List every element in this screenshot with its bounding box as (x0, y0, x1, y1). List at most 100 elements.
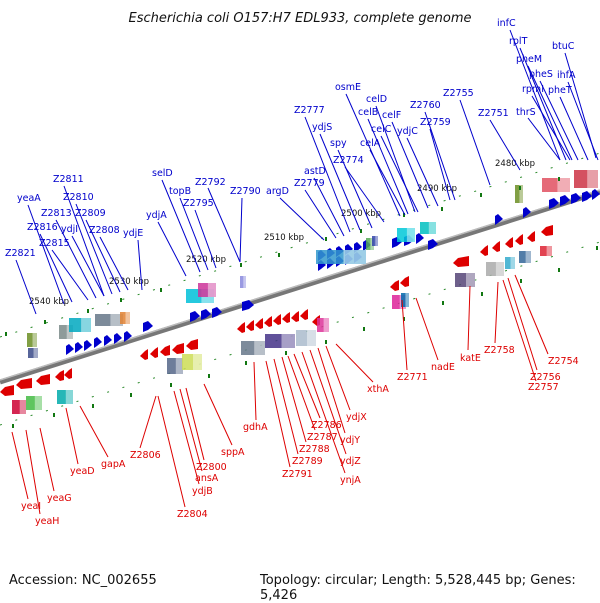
scale-label: 2540 kbp (29, 297, 69, 307)
scale-tick (5, 332, 7, 336)
forward-gene-label: topB (169, 186, 191, 197)
forward-gene-label: ydjC (397, 126, 418, 137)
label-layer: 2480 kbp 2490 kbp 2500 kbp 2510 kbp 2520 kbp… (5, 18, 599, 527)
scale-tick (480, 193, 482, 197)
reverse-gene-arrow (480, 245, 488, 256)
reverse-leader-line (25, 429, 41, 515)
feature-box (265, 334, 295, 348)
forward-gene-label: Z2759 (420, 117, 451, 128)
reverse-leader-line (507, 277, 538, 371)
reverse-gene-arrow (527, 231, 535, 242)
forward-leader-line (344, 166, 385, 223)
forward-gene-label: pheM (516, 54, 542, 65)
reverse-gene-arrow (172, 343, 184, 354)
reverse-gene-label: Z2786 (311, 420, 342, 431)
reverse-gene-arrow (140, 349, 148, 360)
forward-leader-line (429, 128, 451, 201)
reverse-gene-arrow (453, 256, 469, 267)
feature-box-shade (254, 341, 265, 355)
feature-box (366, 238, 374, 250)
scale-tick (240, 263, 242, 267)
forward-gene-label: osmE (335, 82, 361, 93)
reverse-gene-arrow (291, 311, 299, 322)
scale-tick (87, 309, 89, 313)
feature-box (519, 251, 531, 263)
reverse-gene-arrow (64, 368, 72, 379)
feature-box (182, 354, 202, 370)
reverse-gene-arrow (150, 347, 158, 358)
feature-box-shade (307, 330, 316, 346)
reverse-leader-line (253, 361, 257, 421)
reverse-leader-line (309, 349, 347, 455)
scale-tick (278, 253, 280, 257)
reverse-gene-arrow (390, 280, 399, 291)
forward-leader-line (279, 197, 325, 241)
feature-box-shade (33, 348, 38, 358)
forward-gene-arrow (75, 342, 83, 353)
scale-tick (360, 229, 362, 233)
genome-backbone-highlight (0, 189, 600, 381)
reverse-gene-label: yeaD (70, 466, 95, 477)
scale-tick (403, 213, 405, 217)
forward-gene-label: Z2795 (183, 198, 214, 209)
forward-gene-arrow (143, 321, 153, 332)
forward-leader-line (39, 233, 73, 303)
forward-leader-line (157, 221, 187, 277)
feature-box-shade (519, 185, 523, 203)
reverse-gene-arrow (16, 378, 32, 389)
forward-leader-line (304, 189, 337, 239)
scale-tick (558, 268, 560, 272)
feature-box-shade (243, 276, 246, 288)
forward-gene-arrow (242, 300, 254, 311)
feature-box (486, 262, 504, 276)
forward-leader-line (527, 117, 561, 161)
feature-box (167, 358, 183, 374)
forward-gene-arrow (428, 239, 438, 250)
forward-gene-arrow (94, 337, 102, 348)
reverse-gene-label: Z2758 (484, 345, 515, 356)
reverse-leader-line (287, 355, 316, 431)
reverse-leader-line (335, 343, 374, 383)
reverse-gene-arrow (515, 234, 523, 245)
feature-box (574, 170, 598, 188)
scale-tick (53, 413, 55, 417)
feature-layer (0, 170, 600, 428)
scale-label: 2490 kbp (417, 184, 457, 194)
forward-gene-label: Z2777 (294, 105, 325, 116)
scale-tick (519, 186, 521, 190)
scale-tick (558, 177, 560, 181)
forward-leader-line (391, 121, 429, 209)
forward-leader-line (55, 219, 97, 299)
scale-tick (44, 320, 46, 324)
feature-box-shade (466, 273, 475, 287)
forward-leader-line (459, 99, 491, 186)
forward-gene-label: Z2811 (53, 174, 84, 185)
reverse-gene-arrow (273, 314, 281, 325)
reverse-leader-line (157, 395, 186, 508)
reverse-gene-arrow (505, 237, 513, 248)
forward-gene-arrow (592, 189, 600, 200)
forward-gene-label: btuC (552, 41, 575, 52)
forward-gene-label: celF (382, 110, 401, 121)
scale-tick (285, 351, 287, 355)
reverse-gene-label: Z2800 (196, 462, 227, 473)
forward-gene-arrow (190, 311, 200, 322)
forward-gene-label: Z2779 (294, 178, 325, 189)
reverse-gene-label: ydjX (346, 412, 367, 423)
feature-box-shade (323, 318, 329, 332)
feature-box-shade (557, 178, 570, 192)
forward-leader-line (27, 204, 65, 305)
feature-box-shade (405, 293, 409, 307)
forward-leader-line (380, 135, 419, 213)
feature-box (540, 246, 552, 256)
feature-box (505, 257, 515, 269)
forward-gene-label: ydjI (61, 224, 78, 235)
scale-tick (596, 246, 598, 250)
forward-leader-line (137, 239, 143, 291)
reverse-leader-line (325, 345, 351, 411)
feature-box (28, 348, 38, 358)
reverse-gene-label: Z2789 (292, 456, 323, 467)
forward-gene-label: celA (360, 138, 381, 149)
map-title: Escherichia coli O157:H7 EDL933, complet… (129, 11, 472, 26)
reverse-gene-arrow (160, 345, 170, 356)
